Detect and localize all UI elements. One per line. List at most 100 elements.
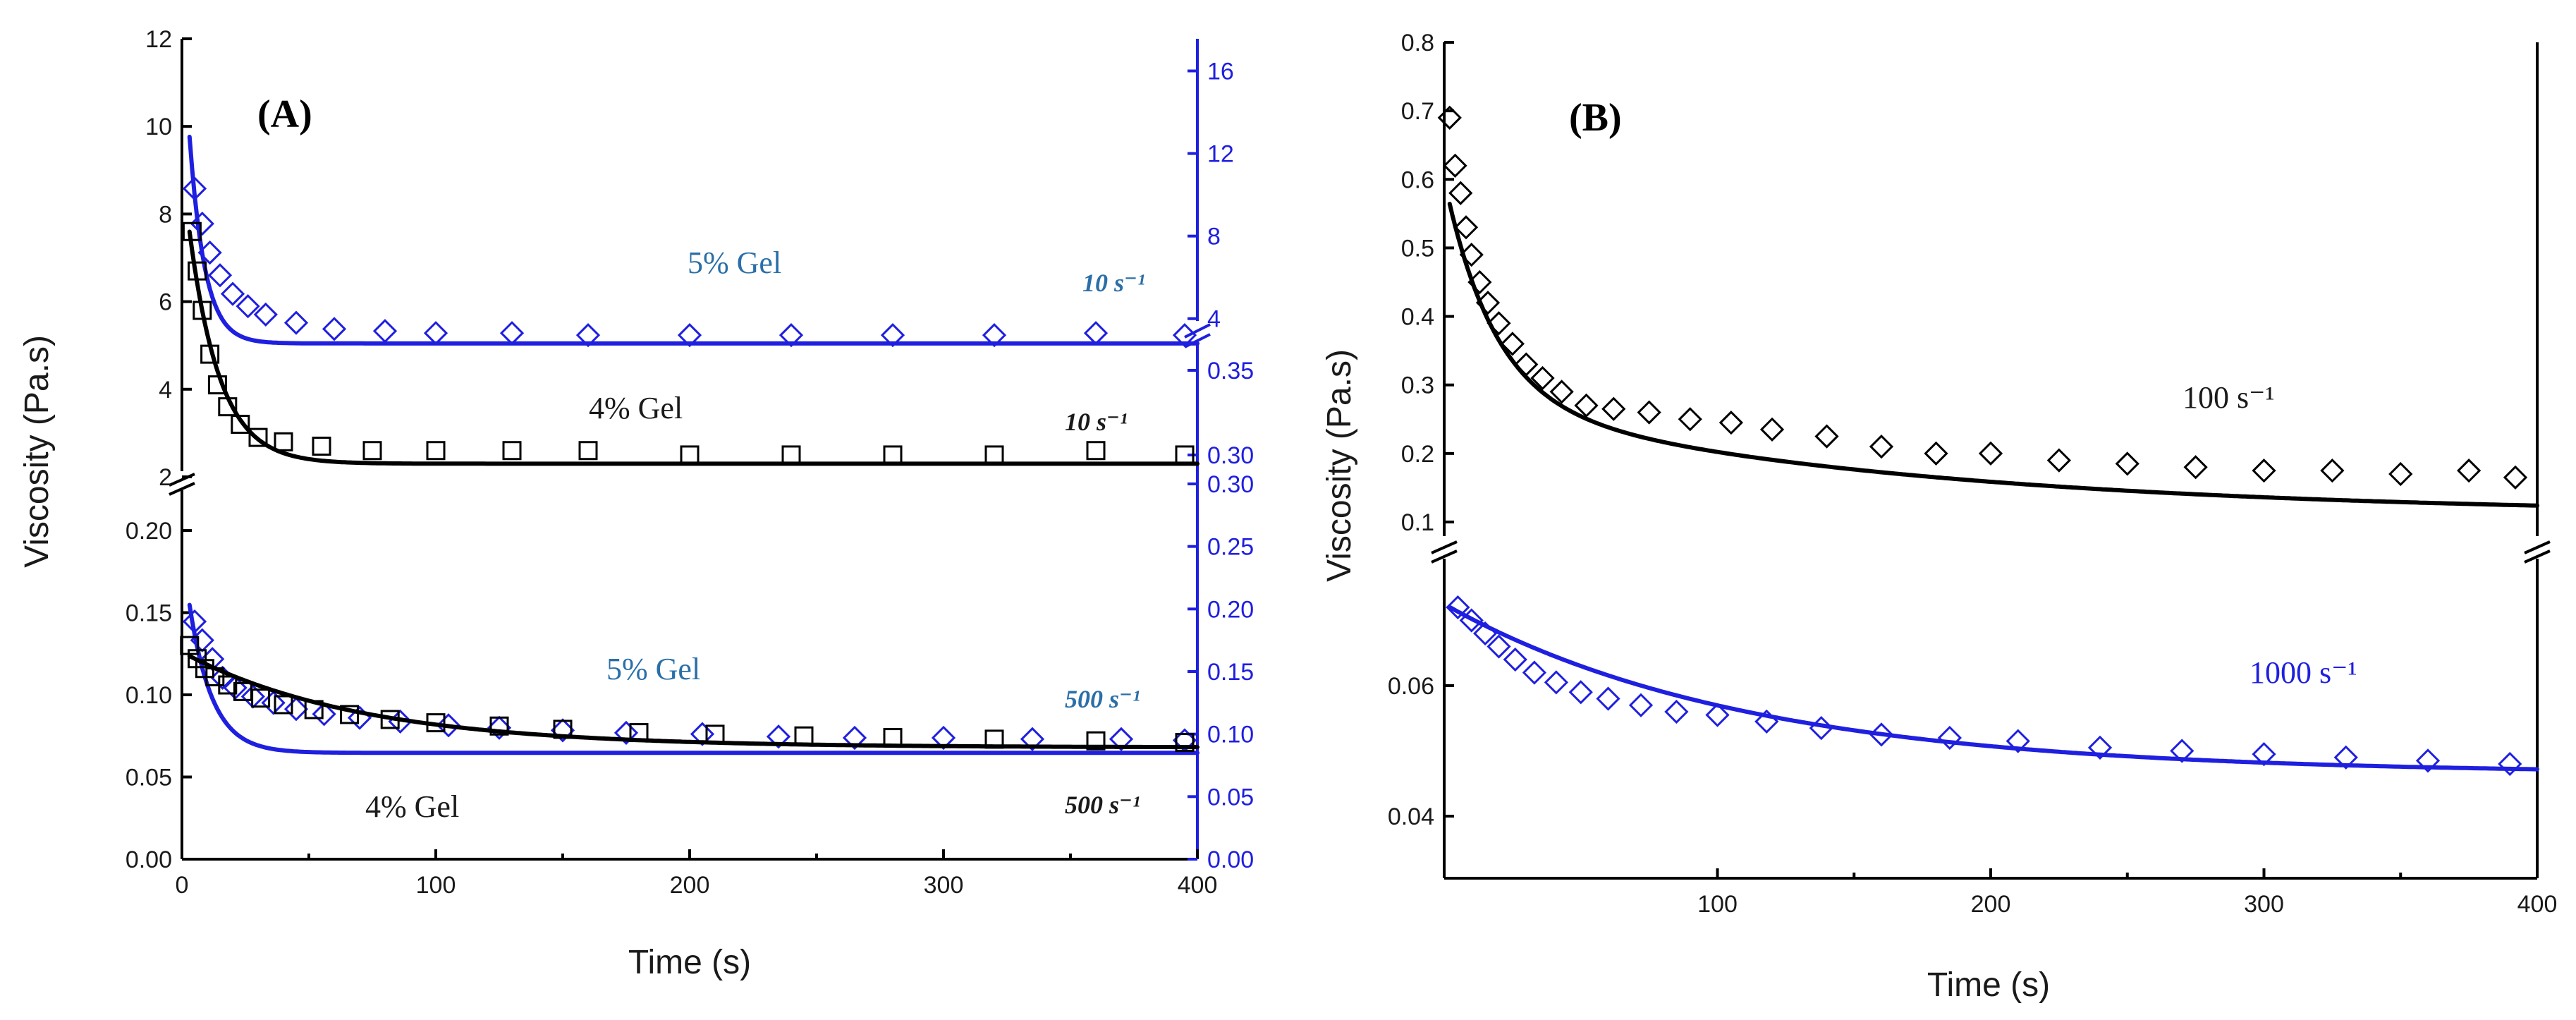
data-point-diamond [1814, 424, 1839, 449]
panel-a-label: (A) [257, 92, 312, 136]
data-point-square [251, 688, 271, 708]
panel-a-y-axis-title: Viscosity (Pa.s) [18, 335, 56, 568]
data-point-square [1175, 733, 1195, 753]
data-point-diamond [575, 323, 601, 348]
data-point-diamond [2252, 742, 2276, 767]
data-point-diamond [1568, 680, 1593, 705]
data-point-diamond [1448, 181, 1473, 205]
data-point-diamond [842, 725, 867, 751]
data-point-diamond [182, 176, 207, 201]
data-point-diamond [1514, 352, 1539, 377]
panel-b-chart: 100 200 300 400 0.1 0.2 0.3 0.4 0.5 0.6 0.7 0.8 0.… [1321, 30, 2557, 1004]
data-point-square [182, 221, 202, 241]
data-point-diamond [499, 321, 525, 346]
y-tick-label: 12 [1207, 141, 1234, 168]
data-point-diamond [2503, 465, 2528, 490]
data-point-square [274, 432, 293, 451]
data-point-square [340, 705, 360, 724]
data-point-diamond [1759, 417, 1785, 442]
data-point-diamond [1487, 311, 1511, 336]
data-point-square [883, 728, 903, 748]
data-point-diamond [1809, 716, 1833, 741]
y-tick-label: 0.00 [126, 846, 172, 873]
data-point-square [304, 700, 324, 720]
panel-b-series-100-fit-line [1447, 202, 2539, 508]
data-point-diamond [261, 691, 286, 715]
data-point-diamond [197, 240, 222, 265]
data-point-diamond [322, 317, 347, 341]
data-point-diamond [1719, 411, 1743, 435]
panel-b-label: (B) [1569, 96, 1622, 140]
data-point-square [578, 441, 598, 461]
data-point-diamond [1437, 105, 1462, 130]
data-point-diamond [236, 294, 260, 319]
data-point-diamond [2457, 459, 2482, 483]
y-tick-label: 8 [159, 201, 172, 228]
data-point-diamond [1678, 407, 1702, 432]
data-point-diamond [1937, 725, 1962, 751]
x-tick-label: 200 [670, 872, 710, 899]
data-point-diamond [312, 702, 336, 727]
data-point-diamond [2333, 745, 2358, 770]
data-point-diamond [1754, 709, 1779, 734]
y-tick-label: 0.15 [1207, 659, 1254, 686]
data-point-square [553, 720, 573, 739]
data-point-diamond [550, 718, 575, 743]
data-point-diamond [283, 697, 309, 722]
data-point-diamond [2170, 739, 2195, 763]
data-point-diamond [1083, 321, 1109, 346]
data-point-diamond [1544, 670, 1568, 695]
data-point-diamond [1869, 435, 1894, 459]
y-tick-label: 0.10 [1207, 722, 1254, 748]
y-tick-label: 0.30 [1207, 442, 1254, 469]
data-point-diamond [436, 713, 461, 738]
data-point-square [188, 261, 207, 281]
data-point-square [426, 441, 446, 461]
data-point-diamond [220, 281, 245, 306]
data-point-square [781, 445, 801, 465]
data-point-square [231, 414, 250, 434]
data-point-square [200, 344, 220, 364]
data-point-square [705, 724, 725, 744]
data-point-diamond [1473, 621, 1498, 646]
panel-b-x-axis-title: Time (s) [1927, 966, 2050, 1004]
panel-b-y-break-mark [1431, 550, 1458, 564]
y-tick-label: 0.8 [1401, 30, 1434, 56]
data-point-square [1086, 731, 1106, 751]
y-tick-label: 0.2 [1401, 441, 1434, 468]
y-tick-label: 4 [159, 377, 172, 403]
annotation-upper-5pct-rate: 10 s⁻¹ [1082, 269, 1145, 297]
x-tick-label: 200 [1971, 891, 2011, 918]
y-tick-label: 0.10 [126, 682, 172, 709]
data-point-diamond [614, 720, 639, 746]
annotation-upper-4pct-rate: 10 s⁻¹ [1065, 408, 1128, 436]
panel-a-series-2-fit-line [187, 602, 1200, 755]
data-point-diamond [2320, 459, 2345, 483]
x-tick-label: 400 [2517, 891, 2558, 918]
data-point-diamond [2087, 735, 2113, 760]
annotation-upper-5pct-gel: 5% Gel [688, 245, 781, 280]
data-point-square [680, 445, 700, 465]
y-tick-label: 0.00 [1207, 846, 1254, 873]
data-point-diamond [1503, 647, 1527, 672]
panel-b-right-break-mark [2524, 540, 2551, 554]
data-point-diamond [2046, 448, 2071, 473]
x-tick-label: 400 [1178, 872, 1218, 899]
y-tick-label: 10 [145, 114, 172, 140]
y-tick-label: 0.04 [1388, 803, 1434, 830]
data-point-square [207, 375, 227, 395]
y-tick-label: 0.1 [1401, 509, 1434, 536]
data-point-diamond [283, 310, 309, 335]
data-point-square [1175, 445, 1195, 465]
data-point-diamond [677, 323, 702, 348]
y-tick-label: 0.20 [1207, 596, 1254, 623]
data-point-square [362, 441, 382, 461]
panel-a-chart: 0 100 200 300 400 2 4 6 8 10 12 0.00 0.05 0.10 0.15 0… [18, 26, 1254, 981]
data-point-diamond [372, 319, 398, 344]
panel-b-y-break-mark [1431, 540, 1458, 554]
annotation-lower-5pct-rate: 500 s⁻¹ [1065, 685, 1140, 713]
data-point-diamond [1459, 243, 1484, 267]
y-tick-label: 8 [1207, 224, 1221, 250]
data-point-diamond [2115, 451, 2139, 476]
